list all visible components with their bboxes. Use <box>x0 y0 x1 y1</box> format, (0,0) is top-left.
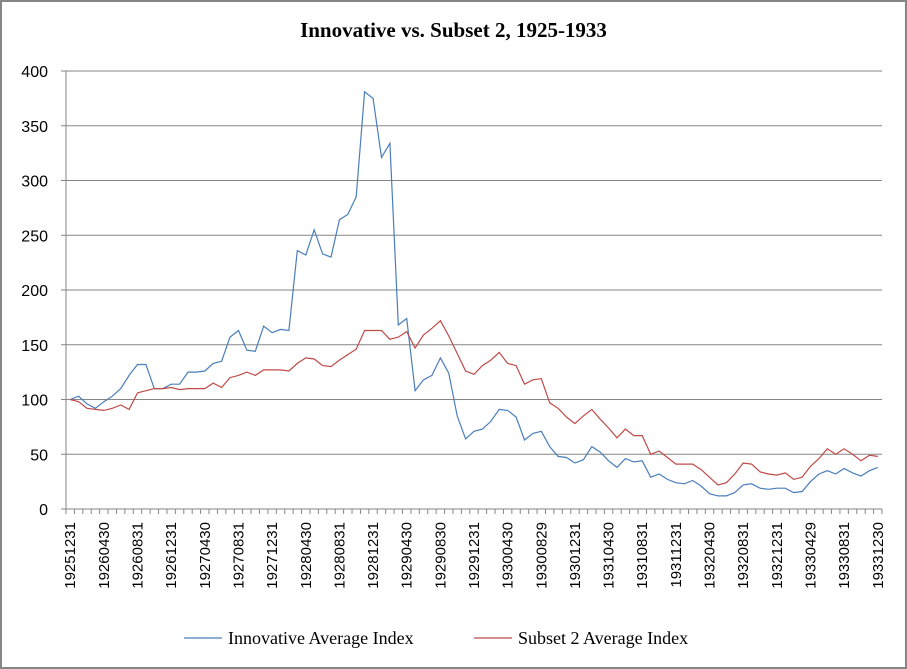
x-tick-label: 19320430 <box>702 522 719 589</box>
x-tick-label: 19330429 <box>802 522 819 589</box>
legend-item: Subset 2 Average Index <box>474 628 688 648</box>
x-tick-label: 19330831 <box>836 522 853 589</box>
x-tick-label: 19310430 <box>601 522 618 589</box>
x-tick-label: 19301231 <box>567 522 584 589</box>
series-innovative-line <box>69 90 879 497</box>
x-tick-label: 19260430 <box>96 522 113 589</box>
x-tick-label: 19280430 <box>298 522 315 589</box>
legend-label: Subset 2 Average Index <box>518 628 688 648</box>
gridlines <box>66 70 882 455</box>
legend-label: Innovative Average Index <box>228 628 414 648</box>
x-tick-label: 19251231 <box>62 522 79 589</box>
x-tick-label: 19271231 <box>264 522 281 589</box>
x-tick-label: 19270430 <box>197 522 214 589</box>
x-tick-label: 19311231 <box>668 522 685 588</box>
y-tick-label: 300 <box>21 174 48 191</box>
legend-item: Innovative Average Index <box>184 628 414 648</box>
y-tick-label: 250 <box>21 228 48 245</box>
x-axis <box>61 71 883 514</box>
y-tick-label: 200 <box>21 283 48 300</box>
x-tick-label: 19331230 <box>870 522 887 589</box>
y-tick-label: 400 <box>21 64 48 81</box>
x-tick-label: 19291231 <box>466 522 483 589</box>
chart-title: Innovative vs. Subset 2, 1925-1933 <box>300 18 607 42</box>
x-tick-label: 19321231 <box>769 522 786 589</box>
x-tick-label: 19260831 <box>130 522 147 589</box>
legend: Innovative Average Index Subset 2 Average… <box>184 628 688 648</box>
x-tick-label: 19261231 <box>163 522 180 589</box>
y-tick-label: 100 <box>21 393 48 410</box>
x-tick-label: 19281231 <box>365 522 382 589</box>
y-tick-label: 150 <box>21 338 48 355</box>
y-tick-label: 50 <box>30 447 48 464</box>
y-tick-label: 350 <box>21 119 48 136</box>
x-tick-label: 19300829 <box>533 522 550 589</box>
y-axis-ticks: 0 50 100 150 200 250 300 350 400 <box>21 64 66 519</box>
x-tick-label: 19300430 <box>500 522 517 589</box>
x-tick-label: 19270831 <box>230 522 247 589</box>
y-tick-label: 0 <box>39 502 48 519</box>
series-subset2-line <box>70 319 878 486</box>
series-lines <box>69 90 879 497</box>
x-tick-label: 19290430 <box>399 522 416 589</box>
x-tick-label: 19290830 <box>432 522 449 589</box>
x-tick-label: 19310831 <box>634 522 651 589</box>
x-axis-labels: 19251231 19260430 19260831 19261231 19270430… <box>62 522 887 589</box>
x-tick-label: 19280831 <box>331 522 348 589</box>
x-tick-label: 19320831 <box>735 522 752 589</box>
